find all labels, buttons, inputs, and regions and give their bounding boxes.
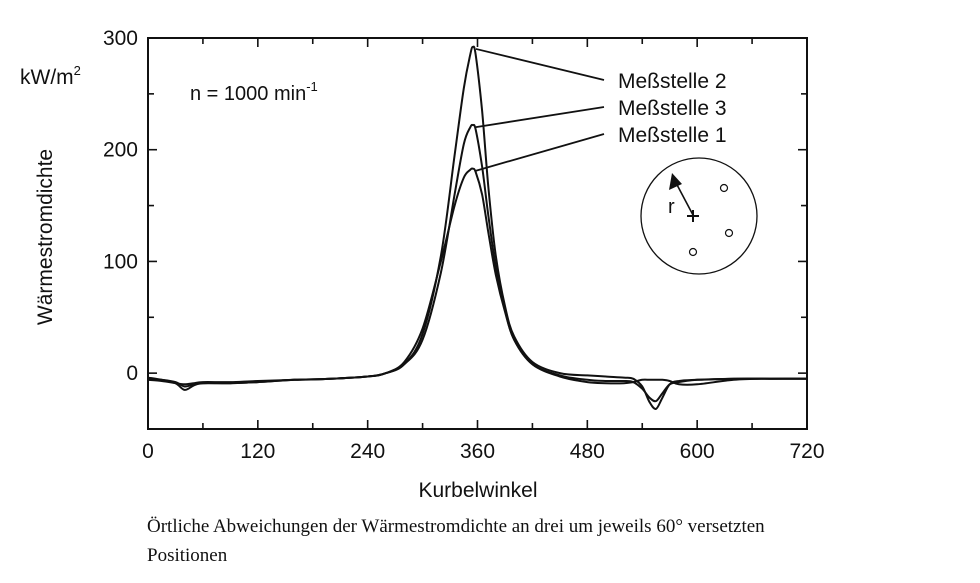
y-unit-base: kW/m	[20, 66, 74, 89]
speed-annotation-superscript: -1	[306, 79, 318, 94]
x-tick-label: 600	[680, 440, 715, 463]
tick-labels: 0 120 240 360 480 600 720 0 100 200 300	[103, 27, 825, 463]
cylinder-circle	[640, 157, 758, 275]
caption-line-2: Positionen	[147, 545, 228, 566]
legend-leader-line	[475, 48, 605, 81]
y-tick-label: 0	[126, 362, 138, 385]
speed-annotation-base: n = 1000 min	[190, 83, 306, 105]
y-axis-title: Wärmestromdichte	[34, 149, 57, 325]
radius-line	[674, 180, 694, 216]
legend-label: Meßstelle 1	[618, 124, 727, 147]
x-tick-label: 360	[460, 440, 495, 463]
legend-label: Meßstelle 3	[618, 97, 727, 120]
legend: Meßstelle 2 Meßstelle 3 Meßstelle 1	[475, 48, 727, 172]
y-unit-superscript: 2	[74, 63, 81, 78]
axis-ticks	[147, 37, 808, 430]
x-tick-label: 120	[240, 440, 275, 463]
legend-leader-line	[475, 106, 605, 129]
chart: 0 120 240 360 480 600 720 0 100 200 300 Meßstelle …	[20, 27, 825, 502]
y-tick-label: 300	[103, 27, 138, 50]
legend-leader-line	[475, 133, 605, 172]
sensor-marker-2	[724, 228, 734, 238]
legend-label: Meßstelle 2	[618, 70, 727, 93]
x-tick-label: 240	[350, 440, 385, 463]
series-line-3	[147, 167, 807, 403]
x-tick-label: 720	[789, 440, 824, 463]
x-tick-label: 0	[142, 440, 154, 463]
y-unit-label: kW/m2	[20, 63, 81, 89]
series-line-2	[147, 123, 808, 391]
sensor-marker-1	[719, 183, 729, 193]
series-group	[147, 45, 808, 410]
x-axis-title: Kurbelwinkel	[418, 479, 537, 502]
x-tick-label: 480	[570, 440, 605, 463]
figure-caption: Örtliche Abweichungen der Wärmestromdich…	[147, 512, 967, 570]
radius-label: r	[668, 196, 675, 218]
sensor-inset: r	[640, 157, 758, 275]
y-tick-label: 100	[103, 250, 138, 273]
y-tick-label: 200	[103, 139, 138, 162]
speed-annotation: n = 1000 min-1	[190, 79, 318, 105]
radius-arrowhead	[669, 173, 682, 190]
caption-line-1: Örtliche Abweichungen der Wärmestromdich…	[147, 516, 765, 537]
sensor-marker-3	[688, 247, 698, 257]
